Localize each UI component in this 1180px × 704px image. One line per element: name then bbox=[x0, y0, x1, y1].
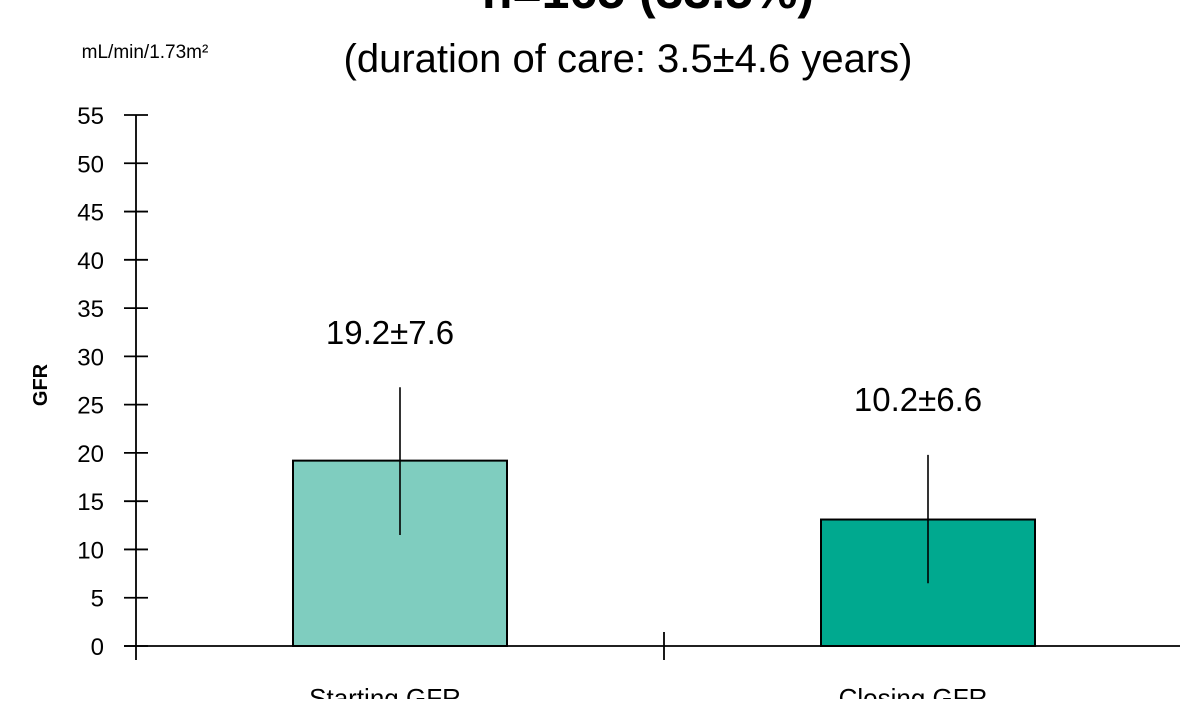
data-label-1: 19.2±7.6 bbox=[326, 314, 454, 351]
y-tick-label-30: 30 bbox=[77, 344, 104, 371]
y-tick-label-45: 45 bbox=[77, 200, 104, 227]
y-tick-label-55: 55 bbox=[77, 103, 104, 130]
y-tick-label-0: 0 bbox=[91, 634, 104, 661]
y-tick-label-5: 5 bbox=[91, 586, 104, 613]
y-tick-label-25: 25 bbox=[77, 393, 104, 420]
y-tick-label-15: 15 bbox=[77, 489, 104, 516]
plot-area: 19.2±7.6 Starting GFR 10.2±6.6 Closing GFR 0… bbox=[77, 103, 1180, 704]
chart-title-cropped: n=165 (33.5%) bbox=[482, 0, 814, 19]
y-tick-label-50: 50 bbox=[77, 151, 104, 178]
chart-subtitle: (duration of care: 3.5±4.6 years) bbox=[344, 37, 913, 81]
y-tick-label-35: 35 bbox=[77, 296, 104, 323]
y-tick-label-40: 40 bbox=[77, 248, 104, 275]
y-tick-label-10: 10 bbox=[77, 537, 104, 564]
category-label-2: Closing GFR bbox=[839, 683, 988, 699]
data-label-2: 10.2±6.6 bbox=[854, 381, 982, 418]
y-tick-label-20: 20 bbox=[77, 441, 104, 468]
y-axis-label: GFR bbox=[30, 363, 52, 406]
category-label-1: Starting GFR bbox=[309, 683, 461, 699]
unit-label: mL/min/1.73m² bbox=[82, 42, 209, 63]
